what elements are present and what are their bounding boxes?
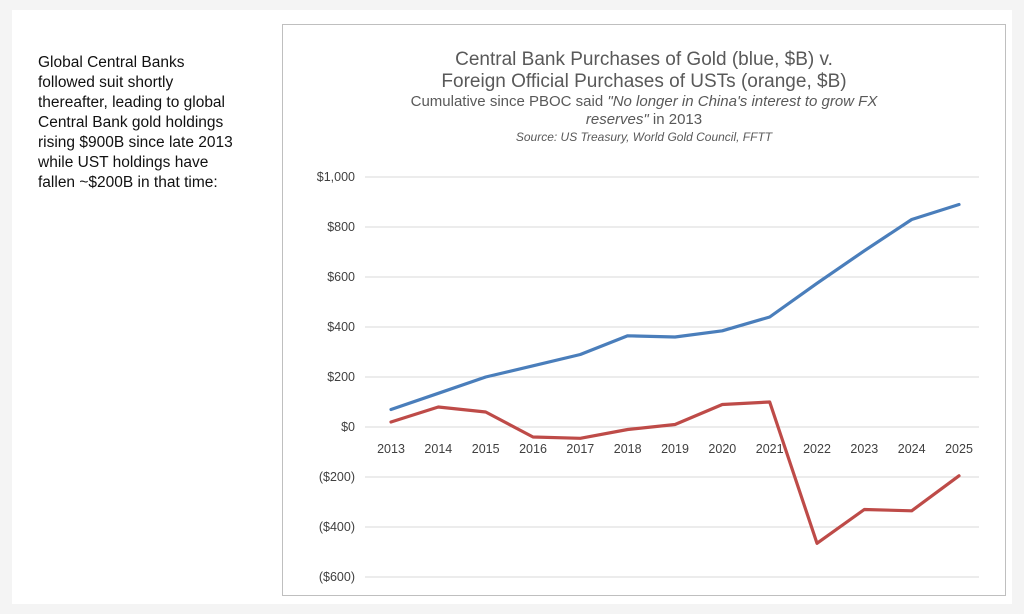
x-tick-label: 2024 xyxy=(898,442,926,456)
x-tick-label: 2021 xyxy=(756,442,784,456)
chart-title-block: Central Bank Purchases of Gold (blue, $B… xyxy=(283,49,1005,145)
chart-subtitle-suffix: in 2013 xyxy=(648,111,703,128)
y-tick-label: $600 xyxy=(327,270,355,284)
x-tick-label: 2016 xyxy=(519,442,547,456)
x-tick-label: 2017 xyxy=(566,442,594,456)
x-tick-label: 2020 xyxy=(708,442,736,456)
chart-subtitle-prefix: Cumulative since PBOC said xyxy=(410,93,608,110)
chart-frame: Central Bank Purchases of Gold (blue, $B… xyxy=(282,24,1006,596)
chart-subtitle-line2: reserves" in 2013 xyxy=(283,111,1005,129)
x-tick-label: 2014 xyxy=(424,442,452,456)
chart-plot: $1,000 $800 $600 $400 $200 $0 ($200) ($400) ($60… xyxy=(317,170,979,584)
chart-subtitle-quote: "No longer in China's interest to grow F… xyxy=(607,93,878,110)
chart-source: Source: US Treasury, World Gold Council,… xyxy=(515,130,773,144)
x-tick-label: 2022 xyxy=(803,442,831,456)
series-line-gold xyxy=(389,202,961,412)
y-tick-label: $400 xyxy=(327,320,355,334)
commentary-text: Global Central Banks followed suit short… xyxy=(38,54,233,191)
x-tick-label: 2025 xyxy=(945,442,973,456)
y-tick-label: $800 xyxy=(327,220,355,234)
slide: Global Central Banks followed suit short… xyxy=(12,10,1012,604)
chart-subtitle: Cumulative since PBOC said "No longer in… xyxy=(283,93,1005,111)
x-tick-label: 2018 xyxy=(614,442,642,456)
y-tick-label: $1,000 xyxy=(317,170,355,184)
x-tick-label: 2019 xyxy=(661,442,689,456)
chart-title-line1: Central Bank Purchases of Gold (blue, $B… xyxy=(455,49,833,70)
x-tick-label: 2015 xyxy=(472,442,500,456)
chart-subtitle-quote2: reserves" xyxy=(585,111,649,128)
y-tick-label: ($200) xyxy=(319,470,355,484)
y-tick-label: $200 xyxy=(327,370,355,384)
x-tick-label: 2023 xyxy=(850,442,878,456)
y-tick-label: $0 xyxy=(341,420,355,434)
chart-title-line2: Foreign Official Purchases of USTs (oran… xyxy=(441,71,847,92)
y-tick-label: ($600) xyxy=(319,570,355,584)
series-line-ust xyxy=(389,400,961,545)
y-tick-label: ($400) xyxy=(319,520,355,534)
x-tick-label: 2013 xyxy=(377,442,405,456)
